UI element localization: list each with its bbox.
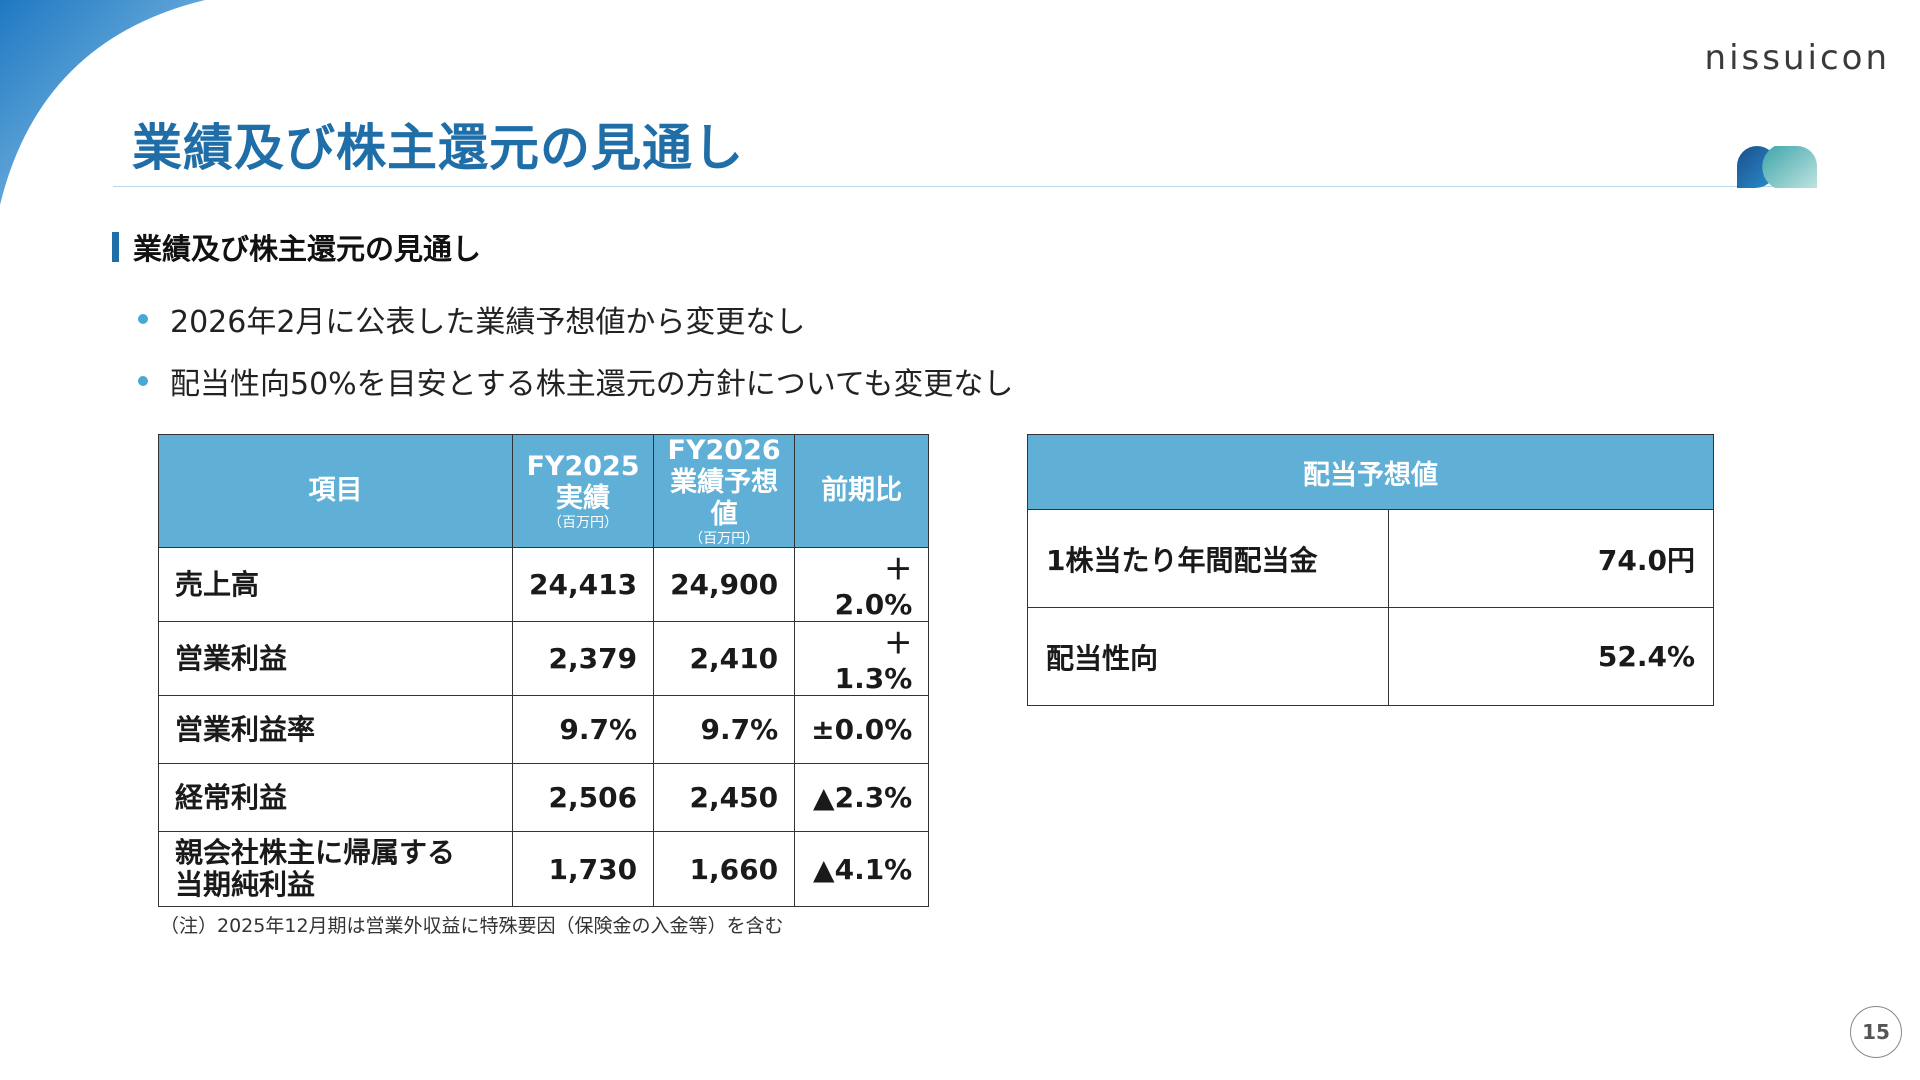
bullet-text: 配当性向50%を目安とする株主還元の方針についても変更なし (170, 367, 1014, 402)
header-fy2025: FY2025 実績 （百万円） (511, 434, 655, 548)
row-item: 営業利益率 (158, 695, 513, 764)
dividend-label: 1株当たり年間配当金 (1027, 509, 1389, 608)
page-number: 15 (1850, 1006, 1902, 1058)
table-row: 売上高 24,413 24,900 ＋2.0% (158, 547, 930, 622)
bullet-list: 2026年2月に公表した業績予想値から変更なし 配当性向50%を目安とする株主還… (138, 288, 1013, 412)
list-item: 配当性向50%を目安とする株主還元の方針についても変更なし (138, 350, 1013, 412)
table-row: 経常利益 2,506 2,450 ▲2.3% (158, 763, 930, 832)
row-fy2025: 9.7% (511, 695, 655, 764)
row-item-line2: 当期純利益 (175, 868, 316, 901)
row-item: 営業利益 (158, 621, 513, 696)
row-item: 売上高 (158, 547, 513, 622)
row-fy2026: 9.7% (653, 695, 796, 764)
row-fy2025: 2,379 (511, 621, 655, 696)
corner-decoration (0, 0, 205, 205)
dividend-forecast-table: 配当予想値 1株当たり年間配当金 74.0円 配当性向 52.4% (1027, 434, 1714, 706)
section-heading: 業績及び株主還元の見通し (112, 230, 481, 266)
table-row: 1株当たり年間配当金 74.0円 (1027, 509, 1714, 608)
row-yoy: ▲4.1% (794, 831, 930, 907)
header-yoy: 前期比 (794, 434, 930, 548)
table-row: 配当性向 52.4% (1027, 607, 1714, 706)
row-fy2026: 2,410 (653, 621, 796, 696)
header-fy2025-line1: FY2025 (526, 451, 640, 482)
row-item: 経常利益 (158, 763, 513, 832)
page-title: 業績及び株主還元の見通し (132, 119, 744, 177)
dividend-header: 配当予想値 (1027, 434, 1714, 510)
table-header-row: 配当予想値 (1027, 434, 1714, 510)
table-row: 営業利益 2,379 2,410 ＋1.3% (158, 621, 930, 696)
row-fy2025: 1,730 (511, 831, 655, 907)
row-item: 親会社株主に帰属する 当期純利益 (158, 831, 513, 907)
brand-mark-icon (1737, 146, 1817, 188)
table-header-row: 項目 FY2025 実績 （百万円） FY2026 業績予想値 （百万円） 前期… (158, 434, 930, 548)
table-row: 親会社株主に帰属する 当期純利益 1,730 1,660 ▲4.1% (158, 831, 930, 907)
results-forecast-table: 項目 FY2025 実績 （百万円） FY2026 業績予想値 （百万円） 前期… (158, 434, 930, 907)
row-yoy: ＋1.3% (794, 621, 930, 696)
row-fy2026: 2,450 (653, 763, 796, 832)
row-yoy: ▲2.3% (794, 763, 930, 832)
header-fy2025-unit: （百万円） (548, 515, 619, 531)
row-yoy: ＋2.0% (794, 547, 930, 622)
header-item: 項目 (158, 434, 513, 548)
header-fy2026-unit: （百万円） (689, 531, 760, 547)
row-fy2026: 1,660 (653, 831, 796, 907)
row-fy2026: 24,900 (653, 547, 796, 622)
bullet-text: 2026年2月に公表した業績予想値から変更なし (170, 305, 806, 340)
header-fy2025-line2: 実績 (556, 483, 611, 514)
row-fy2025: 24,413 (511, 547, 655, 622)
header-fy2026-line2: 業績予想値 (670, 467, 779, 530)
bullet-dot-icon (138, 314, 148, 324)
row-yoy: ±0.0% (794, 695, 930, 764)
header-fy2026: FY2026 業績予想値 （百万円） (653, 434, 796, 548)
dividend-label: 配当性向 (1027, 607, 1389, 706)
title-divider (113, 186, 1813, 187)
row-fy2025: 2,506 (511, 763, 655, 832)
list-item: 2026年2月に公表した業績予想値から変更なし (138, 288, 1013, 350)
bullet-dot-icon (138, 376, 148, 386)
footnote: （注）2025年12月期は営業外収益に特殊要因（保険金の入金等）を含む (160, 915, 784, 937)
section-marker (112, 232, 119, 262)
dividend-value: 74.0円 (1388, 509, 1714, 608)
header-fy2026-line1: FY2026 (667, 435, 781, 466)
company-logo: nissuicon (1704, 38, 1890, 78)
table-row: 営業利益率 9.7% 9.7% ±0.0% (158, 695, 930, 764)
row-item-line1: 親会社株主に帰属する (175, 836, 456, 869)
section-title: 業績及び株主還元の見通し (133, 232, 482, 266)
dividend-value: 52.4% (1388, 607, 1714, 706)
